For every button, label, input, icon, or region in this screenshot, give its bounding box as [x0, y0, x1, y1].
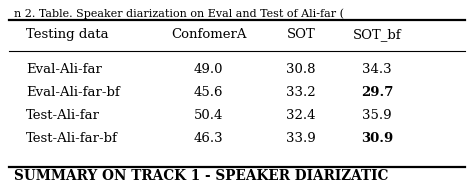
Text: Eval-Ali-far: Eval-Ali-far: [26, 63, 102, 76]
Text: n 2. Table. Speaker diarization on Eval and Test of Ali-far (: n 2. Table. Speaker diarization on Eval …: [14, 9, 344, 19]
Text: 33.9: 33.9: [286, 132, 316, 145]
Text: SUMMARY ON TRACK 1 - SPEAKER DIARIZATIC: SUMMARY ON TRACK 1 - SPEAKER DIARIZATIC: [14, 169, 389, 183]
Text: 30.8: 30.8: [286, 63, 316, 76]
Text: 29.7: 29.7: [361, 86, 393, 99]
Text: 34.3: 34.3: [362, 63, 392, 76]
Text: 33.2: 33.2: [286, 86, 316, 99]
Text: 35.9: 35.9: [362, 109, 392, 122]
Text: Testing data: Testing data: [26, 28, 109, 41]
Text: Eval-Ali-far-bf: Eval-Ali-far-bf: [26, 86, 120, 99]
Text: 30.9: 30.9: [361, 132, 393, 145]
Text: 46.3: 46.3: [194, 132, 223, 145]
Text: SOT: SOT: [287, 28, 315, 41]
Text: 45.6: 45.6: [194, 86, 223, 99]
Text: 32.4: 32.4: [286, 109, 316, 122]
Text: 50.4: 50.4: [194, 109, 223, 122]
Text: 49.0: 49.0: [194, 63, 223, 76]
Text: SOT_bf: SOT_bf: [353, 28, 401, 41]
Text: Test-Ali-far: Test-Ali-far: [26, 109, 100, 122]
Text: ConfomerA: ConfomerA: [171, 28, 246, 41]
Text: Test-Ali-far-bf: Test-Ali-far-bf: [26, 132, 118, 145]
